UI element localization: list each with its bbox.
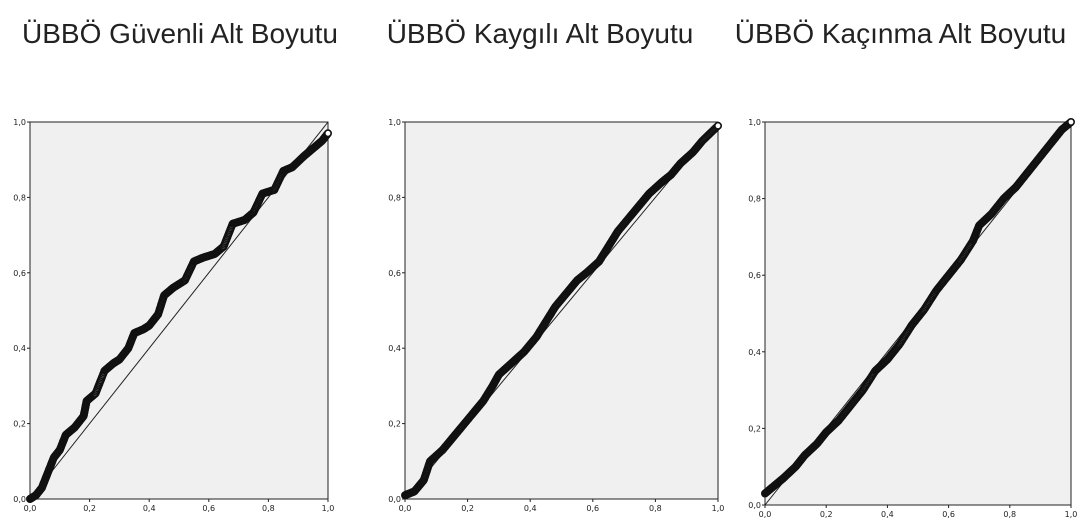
x-tick-label: 0,2 — [461, 504, 474, 513]
x-tick-label: 1,0 — [1065, 510, 1078, 519]
pp-plot-kacinma: 0,0 0,2 0,4 0,6 0,8 1,0 0,0 0,2 0,4 0,6 0,8 1,0 — [748, 118, 1078, 519]
x-tick-label: 0,8 — [1003, 510, 1016, 519]
x-tick-label: 0,0 — [24, 504, 37, 513]
x-tick-label: 0,6 — [942, 510, 955, 519]
y-tick-label: 0,4 — [388, 344, 401, 353]
chart-panel-kacinma: ÜBBÖ Kaçınma Alt Boyutu 0,0 0,2 0,4 0,6 0,8 1… — [720, 0, 1081, 529]
chart-panel-guvenli: ÜBBÖ Güvenli Alt Boyutu 0,0 0,2 0,4 0,6 0,8 1… — [0, 0, 360, 529]
y-tick-label: 0,6 — [748, 271, 761, 280]
y-tick-label: 0,0 — [388, 495, 401, 504]
y-tick-label: 0,4 — [13, 344, 26, 353]
y-tick-label: 0,8 — [388, 193, 401, 202]
x-tick-label: 0,6 — [202, 504, 215, 513]
pp-plot-guvenli: 0,0 0,2 0,4 0,6 0,8 1,0 0,0 0,2 0,4 0,6 0,8 1,0 — [13, 118, 335, 513]
chart-panel-kaygili: ÜBBÖ Kaygılı Alt Boyutu 0,0 0,2 0,4 0,6 0,8 1… — [360, 0, 725, 529]
x-tick-label: 0,4 — [143, 504, 156, 513]
x-tick-label: 0,8 — [649, 504, 662, 513]
chart-title: ÜBBÖ Güvenli Alt Boyutu — [22, 18, 338, 49]
x-tick-label: 0,0 — [399, 504, 412, 513]
data-point — [1066, 118, 1075, 127]
x-tick-label: 0,2 — [820, 510, 833, 519]
y-tick-label: 0,2 — [388, 420, 401, 429]
y-tick-label: 0,6 — [388, 269, 401, 278]
y-tick-label: 0,2 — [748, 424, 761, 433]
x-tick-label: 1,0 — [322, 504, 335, 513]
x-tick-label: 0,4 — [881, 510, 894, 519]
y-tick-label: 0,6 — [13, 269, 26, 278]
y-tick-label: 0,2 — [13, 420, 26, 429]
chart-title: ÜBBÖ Kaygılı Alt Boyutu — [386, 18, 694, 49]
x-tick-label: 0,8 — [262, 504, 275, 513]
y-tick-label: 0,8 — [13, 193, 26, 202]
x-tick-label: 0,0 — [759, 510, 772, 519]
y-tick-label: 1,0 — [748, 118, 761, 127]
y-tick-label: 1,0 — [13, 118, 26, 127]
y-tick-label: 0,4 — [748, 348, 761, 357]
y-tick-label: 0,8 — [748, 195, 761, 204]
y-tick-label: 0,0 — [13, 495, 26, 504]
x-tick-label: 0,4 — [524, 504, 537, 513]
x-tick-label: 0,2 — [83, 504, 96, 513]
data-point — [713, 121, 722, 130]
y-tick-label: 1,0 — [388, 118, 401, 127]
data-point — [323, 129, 332, 138]
pp-plot-kaygili: 0,0 0,2 0,4 0,6 0,8 1,0 0,0 0,2 0,4 0,6 0,8 1,0 — [388, 118, 724, 513]
x-tick-label: 1,0 — [712, 504, 725, 513]
x-tick-label: 0,6 — [586, 504, 599, 513]
y-tick-label: 0,0 — [748, 501, 761, 510]
chart-title: ÜBBÖ Kaçınma Alt Boyutu — [734, 18, 1067, 49]
